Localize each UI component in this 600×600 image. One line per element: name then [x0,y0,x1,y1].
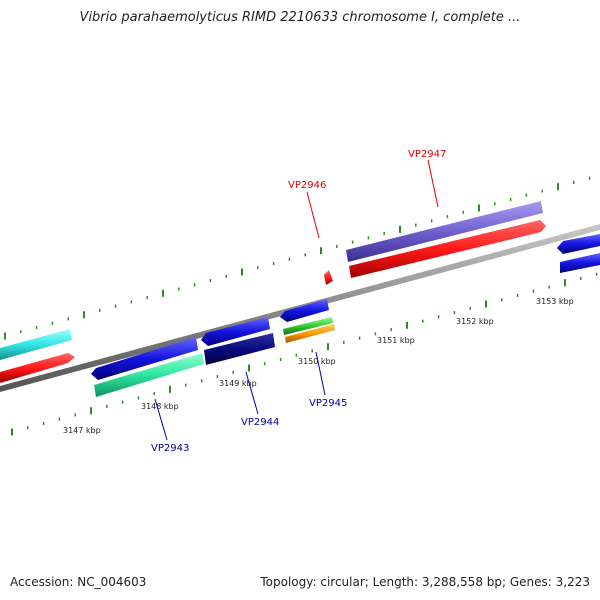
callout-line-vp2943 [154,398,168,441]
accession-text: Accession: NC_004603 [10,575,147,589]
callout-line-vp2944 [245,371,259,415]
gene-blue-right-1 [557,234,600,254]
map-title: Vibrio parahaemolyticus RIMD 2210633 chr… [79,10,521,25]
callout-line-vp2945 [315,351,326,396]
gene-orange-lower [285,324,335,343]
gene-red-upper-right [349,220,546,278]
callout-line-vp2946 [306,191,320,239]
summary-text: Topology: circular; Length: 3,288,558 bp… [260,575,590,589]
tick-row-upper [4,176,591,340]
gene-blue-lower-1 [91,337,198,380]
gene-vp2944 [204,333,275,365]
gene-labels: VP2943 VP2944 VP2945 VP2946 VP2947 [151,149,446,454]
gene-blue-lower-3 [280,299,329,322]
callout-lines [154,159,439,441]
tick-row-lower [11,272,598,436]
gene-label-vp2945: VP2945 [309,398,347,409]
kbp-label: 3148 kbp [141,402,179,411]
kbp-label: 3153 kbp [536,297,574,306]
kbp-label: 3152 kbp [456,317,494,326]
gene-vp2943 [94,353,204,397]
kbp-label: 3151 kbp [377,336,415,345]
gene-vp2947 [346,201,543,262]
gene-red-upper-left [0,353,75,383]
gene-label-vp2943: VP2943 [151,443,189,454]
callout-line-vp2947 [427,159,439,208]
gene-blue-right-2 [560,253,600,273]
gene-blue-lower-2 [201,317,270,346]
kbp-labels: 3147 kbp 3148 kbp 3149 kbp 3150 kbp 3151… [63,297,574,435]
gene-label-vp2944: VP2944 [241,417,279,428]
kbp-label: 3147 kbp [63,426,101,435]
gene-label-vp2946: VP2946 [288,180,326,191]
gene-cyan-upper [0,329,72,360]
gene-vp2945 [283,317,333,335]
kbp-label: 3150 kbp [298,357,336,366]
gene-vp2946 [324,270,333,285]
kbp-label: 3149 kbp [219,379,257,388]
gene-label-vp2947: VP2947 [408,149,446,160]
